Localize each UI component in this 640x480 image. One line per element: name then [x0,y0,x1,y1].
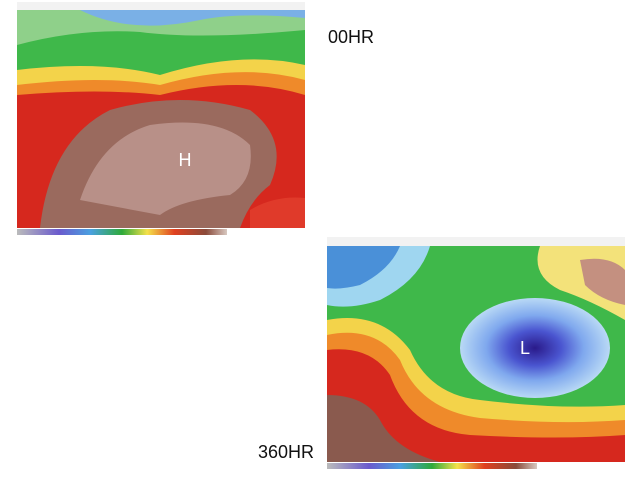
map-label: 360HR [258,442,314,462]
map-00hr: H [17,2,305,235]
high-marker: H [179,150,192,170]
low-marker: L [520,338,530,358]
map-label: 00HR [328,27,374,47]
map-360hr: L [327,237,625,469]
